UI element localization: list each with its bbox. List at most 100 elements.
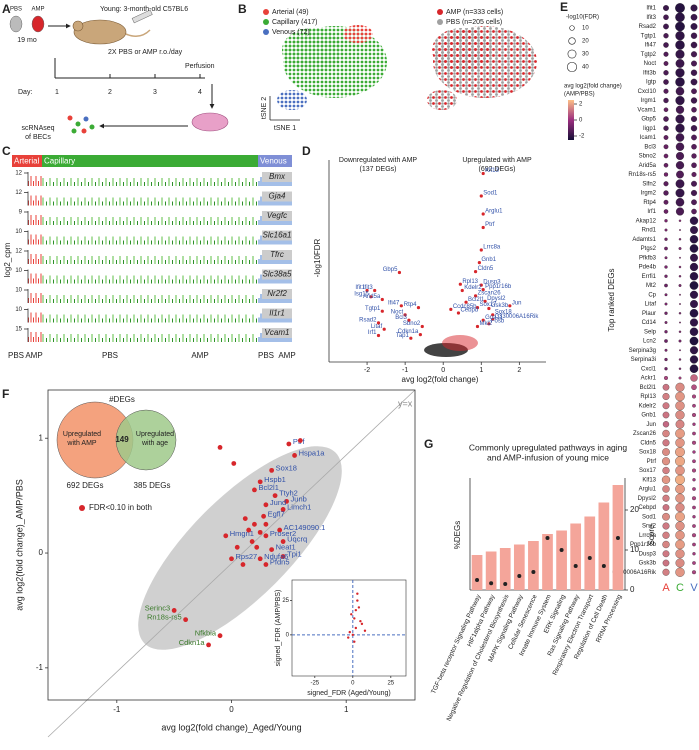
- dot: [692, 515, 696, 519]
- panel-letter: B: [238, 2, 247, 16]
- gene-label: Srsf2: [642, 524, 657, 530]
- dot: [675, 530, 685, 540]
- gene-label: Noct: [644, 61, 657, 67]
- gene-label: Dusp3: [639, 551, 657, 557]
- point: [297, 438, 303, 443]
- dot: [689, 318, 699, 327]
- gene-label: Rsad2: [639, 24, 657, 30]
- dot: [692, 459, 696, 464]
- column-label: V: [690, 582, 698, 594]
- condition-label: AMP: [25, 351, 42, 360]
- expression-track: [28, 269, 42, 284]
- bar: [485, 551, 497, 590]
- point: [269, 467, 275, 473]
- gene-label: Tap1: [396, 333, 410, 339]
- dot: [663, 97, 669, 104]
- gene-label: Sox18: [495, 309, 513, 315]
- dot: [675, 474, 685, 485]
- gene-label: Tgtp1: [365, 306, 381, 312]
- dot: [692, 524, 696, 528]
- point: [359, 619, 362, 623]
- expression-track: [42, 172, 258, 186]
- gene-label: Serpina3i: [631, 357, 656, 363]
- dot: [678, 367, 682, 370]
- dot: [675, 539, 685, 550]
- point: [397, 270, 402, 275]
- gene-label: Dpysl2: [487, 296, 506, 302]
- dot: [690, 253, 698, 262]
- legend-label: 20: [582, 39, 589, 45]
- colorbar-label: 2: [579, 102, 583, 108]
- group-label: Arterial: [14, 157, 40, 166]
- gene-label: Irgm2: [641, 191, 657, 197]
- legend-label: Arterial (49): [272, 9, 309, 16]
- dot: [675, 493, 685, 503]
- gene-label: Ifi47: [645, 43, 657, 49]
- score-dot: [573, 564, 578, 568]
- point: [277, 527, 283, 533]
- dot: [689, 364, 699, 374]
- y-tick-label: 10: [15, 229, 22, 235]
- point: [242, 516, 248, 521]
- score-dot: [489, 581, 494, 586]
- gene-label: Kdelr2: [639, 403, 657, 409]
- dot: [663, 33, 669, 39]
- legend-marker: [437, 19, 443, 25]
- legend-label: Capillary (417): [272, 19, 318, 26]
- column-label: A: [662, 582, 670, 594]
- dot: [692, 422, 696, 426]
- dot: [675, 21, 685, 32]
- dot: [689, 272, 699, 281]
- point: [353, 617, 356, 620]
- point: [280, 507, 286, 512]
- axis-label: -log10FDR: [313, 238, 322, 277]
- dot: [664, 256, 668, 260]
- point: [356, 599, 359, 602]
- gene-label: Sod1: [483, 191, 498, 197]
- venn-title: #DEGs: [109, 395, 135, 404]
- dot: [679, 321, 681, 324]
- point: [206, 642, 211, 648]
- axis-label: signed_FDR (Aged/Young): [307, 690, 390, 697]
- dot: [691, 60, 697, 67]
- gene-label: Litaf: [645, 302, 657, 308]
- label: Young: 3-month-old C57BL6: [100, 6, 188, 13]
- x-tick-label: -1: [113, 705, 121, 714]
- dot: [664, 246, 668, 251]
- score-dot: [559, 548, 564, 552]
- dot: [675, 188, 685, 198]
- gene-label: Hspa1a: [299, 448, 326, 457]
- dot: [692, 542, 696, 547]
- dot: [689, 355, 699, 364]
- dot: [678, 330, 682, 333]
- dot: [689, 216, 699, 225]
- label: AMP: [31, 7, 44, 13]
- point: [217, 633, 223, 639]
- gene-label: Pfdn5: [270, 558, 290, 567]
- dot: [691, 199, 697, 206]
- dot: [675, 40, 685, 50]
- dot: [662, 448, 670, 456]
- x-tick-label: 2: [517, 367, 521, 374]
- dot: [691, 171, 697, 178]
- expression-track: [28, 230, 42, 245]
- expression-track: [42, 308, 258, 323]
- panel-letter: F: [2, 387, 9, 401]
- colorbar-label: -2: [579, 134, 585, 140]
- gene-label: Dpysl2: [638, 496, 657, 502]
- size-legend: [566, 61, 578, 73]
- dot: [690, 23, 698, 30]
- gene-label: Cxcl10: [638, 89, 657, 95]
- y-tick-label: 10: [15, 288, 22, 294]
- dot: [675, 59, 685, 68]
- expression-track: [42, 328, 258, 342]
- dot: [691, 180, 697, 187]
- y-tick-label: 25: [282, 598, 289, 604]
- gene-label: Hspb1: [264, 475, 286, 484]
- gene-label: Ackr1: [641, 376, 657, 382]
- point: [479, 283, 483, 287]
- day-label: 4: [198, 89, 202, 96]
- legend-marker: [79, 505, 85, 511]
- gene-label: Ifit3: [363, 285, 373, 291]
- dot: [663, 209, 669, 214]
